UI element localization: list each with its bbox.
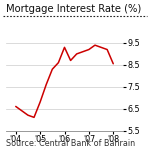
Text: Source: Central Bank of Bahrain: Source: Central Bank of Bahrain — [6, 140, 135, 148]
Text: Mortgage Interest Rate (%): Mortgage Interest Rate (%) — [6, 3, 141, 14]
